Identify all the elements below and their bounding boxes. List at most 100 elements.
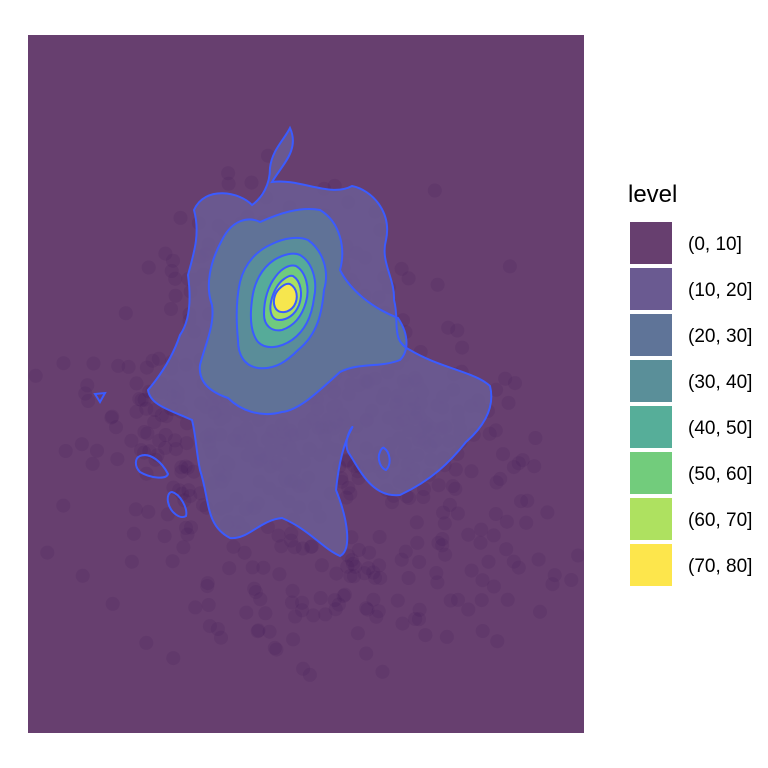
data-point <box>508 376 522 391</box>
data-point <box>222 561 237 576</box>
data-point <box>398 544 413 559</box>
data-point <box>186 464 201 479</box>
data-point <box>244 175 259 190</box>
data-point <box>160 507 175 522</box>
legend-entries: (0, 10] (10, 20] (20, 30] (30, 40] (40, 50] (… <box>630 222 752 586</box>
data-point <box>287 540 302 555</box>
data-point <box>132 392 147 406</box>
data-point <box>499 542 514 557</box>
data-point <box>141 504 156 519</box>
data-point <box>110 452 125 467</box>
data-point <box>431 478 446 493</box>
data-point <box>128 502 143 517</box>
data-point <box>141 260 156 275</box>
data-point <box>247 581 262 596</box>
data-point <box>373 571 388 586</box>
data-point <box>40 545 55 560</box>
data-point <box>412 555 427 569</box>
data-point <box>214 630 228 645</box>
contour-island-2 <box>134 454 170 479</box>
data-point <box>177 493 192 508</box>
data-point <box>318 607 333 622</box>
data-point <box>461 602 476 617</box>
data-point <box>262 624 277 639</box>
contour-line-2 <box>198 208 408 416</box>
data-point <box>527 459 542 474</box>
data-point <box>166 480 181 495</box>
data-point <box>81 394 96 408</box>
data-point <box>401 571 416 585</box>
data-point <box>304 539 319 554</box>
data-point <box>502 259 517 274</box>
contour-line-outer <box>146 125 493 558</box>
data-point <box>140 426 155 441</box>
data-point <box>372 558 387 573</box>
data-point <box>442 497 457 512</box>
data-point <box>361 561 376 576</box>
data-point <box>139 360 154 375</box>
data-point <box>285 595 299 610</box>
data-point <box>288 609 303 624</box>
data-point <box>302 667 317 682</box>
data-point <box>482 426 497 441</box>
data-point <box>78 386 93 401</box>
data-point <box>359 601 374 616</box>
data-point <box>256 560 271 575</box>
data-point <box>164 302 178 316</box>
data-point <box>272 567 287 582</box>
data-point <box>498 371 513 386</box>
data-point <box>181 483 196 498</box>
data-point <box>90 443 104 458</box>
data-point <box>496 447 510 462</box>
legend-label: (40, 50] <box>688 418 752 439</box>
data-point <box>336 588 351 603</box>
data-point <box>464 563 479 578</box>
data-point <box>486 579 501 594</box>
data-point <box>481 554 496 569</box>
data-point <box>533 604 547 619</box>
data-point <box>475 573 490 588</box>
data-point <box>506 554 521 569</box>
data-point <box>314 558 329 573</box>
data-point <box>402 491 417 505</box>
data-point <box>56 498 71 513</box>
data-point <box>417 482 431 497</box>
data-point <box>435 538 450 553</box>
contour-lines <box>93 125 493 558</box>
data-point <box>248 585 263 600</box>
data-point <box>157 529 172 544</box>
data-point <box>124 554 139 569</box>
data-point <box>474 522 489 537</box>
data-point <box>105 409 120 424</box>
data-point <box>179 520 193 535</box>
data-point <box>151 351 166 366</box>
data-point <box>145 353 160 368</box>
legend-key <box>630 498 672 540</box>
data-point <box>158 246 173 261</box>
data-point <box>412 612 426 627</box>
legend-label: (70, 80] <box>688 556 752 577</box>
data-point <box>86 356 101 371</box>
data-point <box>418 628 433 643</box>
data-point <box>174 460 189 475</box>
legend-key <box>630 268 672 310</box>
data-point <box>339 490 354 505</box>
data-point <box>221 166 236 181</box>
data-point <box>284 526 299 541</box>
contour-line-7 <box>272 282 298 314</box>
data-point <box>104 410 119 425</box>
data-point <box>493 471 508 486</box>
data-point <box>221 176 236 191</box>
data-point <box>369 609 384 624</box>
data-point <box>435 532 450 546</box>
data-point <box>464 464 479 479</box>
data-point <box>408 612 423 626</box>
data-point <box>436 505 451 520</box>
data-point <box>445 479 460 494</box>
data-point <box>134 393 149 408</box>
data-point <box>258 606 273 621</box>
data-point <box>450 506 465 521</box>
contour-line-6 <box>269 274 302 322</box>
data-point <box>152 433 167 448</box>
